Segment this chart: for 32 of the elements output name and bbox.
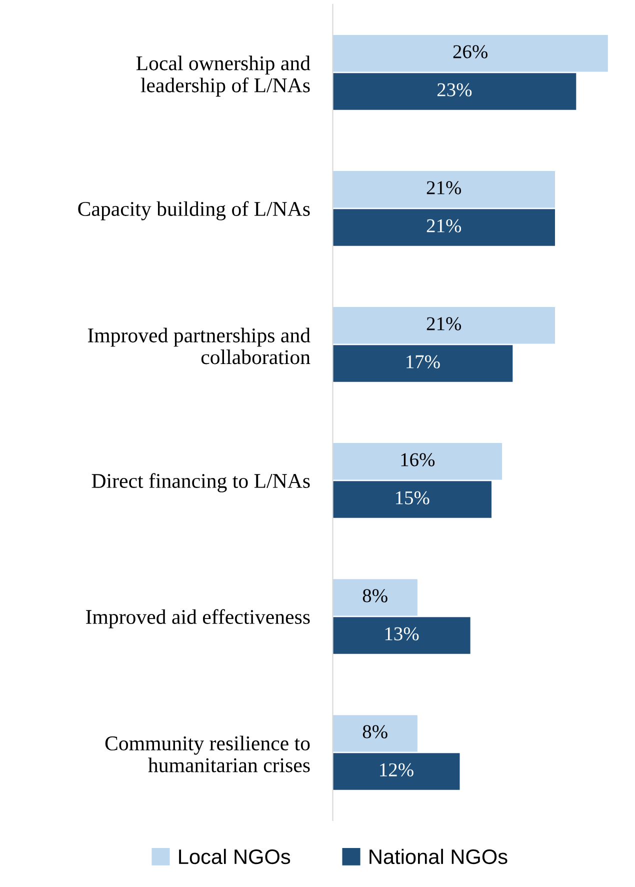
bar [332, 171, 555, 208]
bar [332, 753, 460, 790]
bar [332, 715, 418, 752]
data-label: 15% [396, 491, 430, 504]
bar [332, 209, 555, 246]
y-tick-label: Capacity building of L/NAs [78, 201, 310, 220]
bar [332, 481, 492, 518]
y-tick-label: Community resilience to humanitarian crises [105, 736, 310, 772]
y-tick-label: Improved partnerships and collaboration [88, 328, 310, 364]
legend-label: National NGOs [370, 848, 508, 864]
bar [332, 73, 576, 110]
bar [332, 579, 418, 616]
data-label: 13% [385, 627, 419, 640]
bar [332, 443, 502, 480]
data-label: 8% [362, 589, 388, 602]
data-label: 12% [380, 763, 414, 776]
y-tick-label: Improved aid effectiveness [86, 609, 310, 628]
data-label: 21% [426, 219, 462, 232]
data-label: 16% [401, 453, 435, 466]
bar [332, 345, 513, 382]
legend-label: Local NGOs [179, 848, 290, 864]
data-label: 21% [426, 181, 462, 194]
data-label: 26% [453, 45, 488, 58]
y-tick-label: Local ownership and leadership of L/NAs [136, 56, 310, 97]
y-tick-label: Direct financing to L/NAs [92, 473, 310, 492]
bar [332, 617, 470, 654]
bar [332, 35, 608, 72]
bar [332, 307, 555, 344]
data-label: 17% [406, 355, 440, 368]
data-label: 23% [437, 83, 472, 96]
data-label: 21% [426, 317, 462, 330]
data-label: 8% [362, 725, 388, 738]
